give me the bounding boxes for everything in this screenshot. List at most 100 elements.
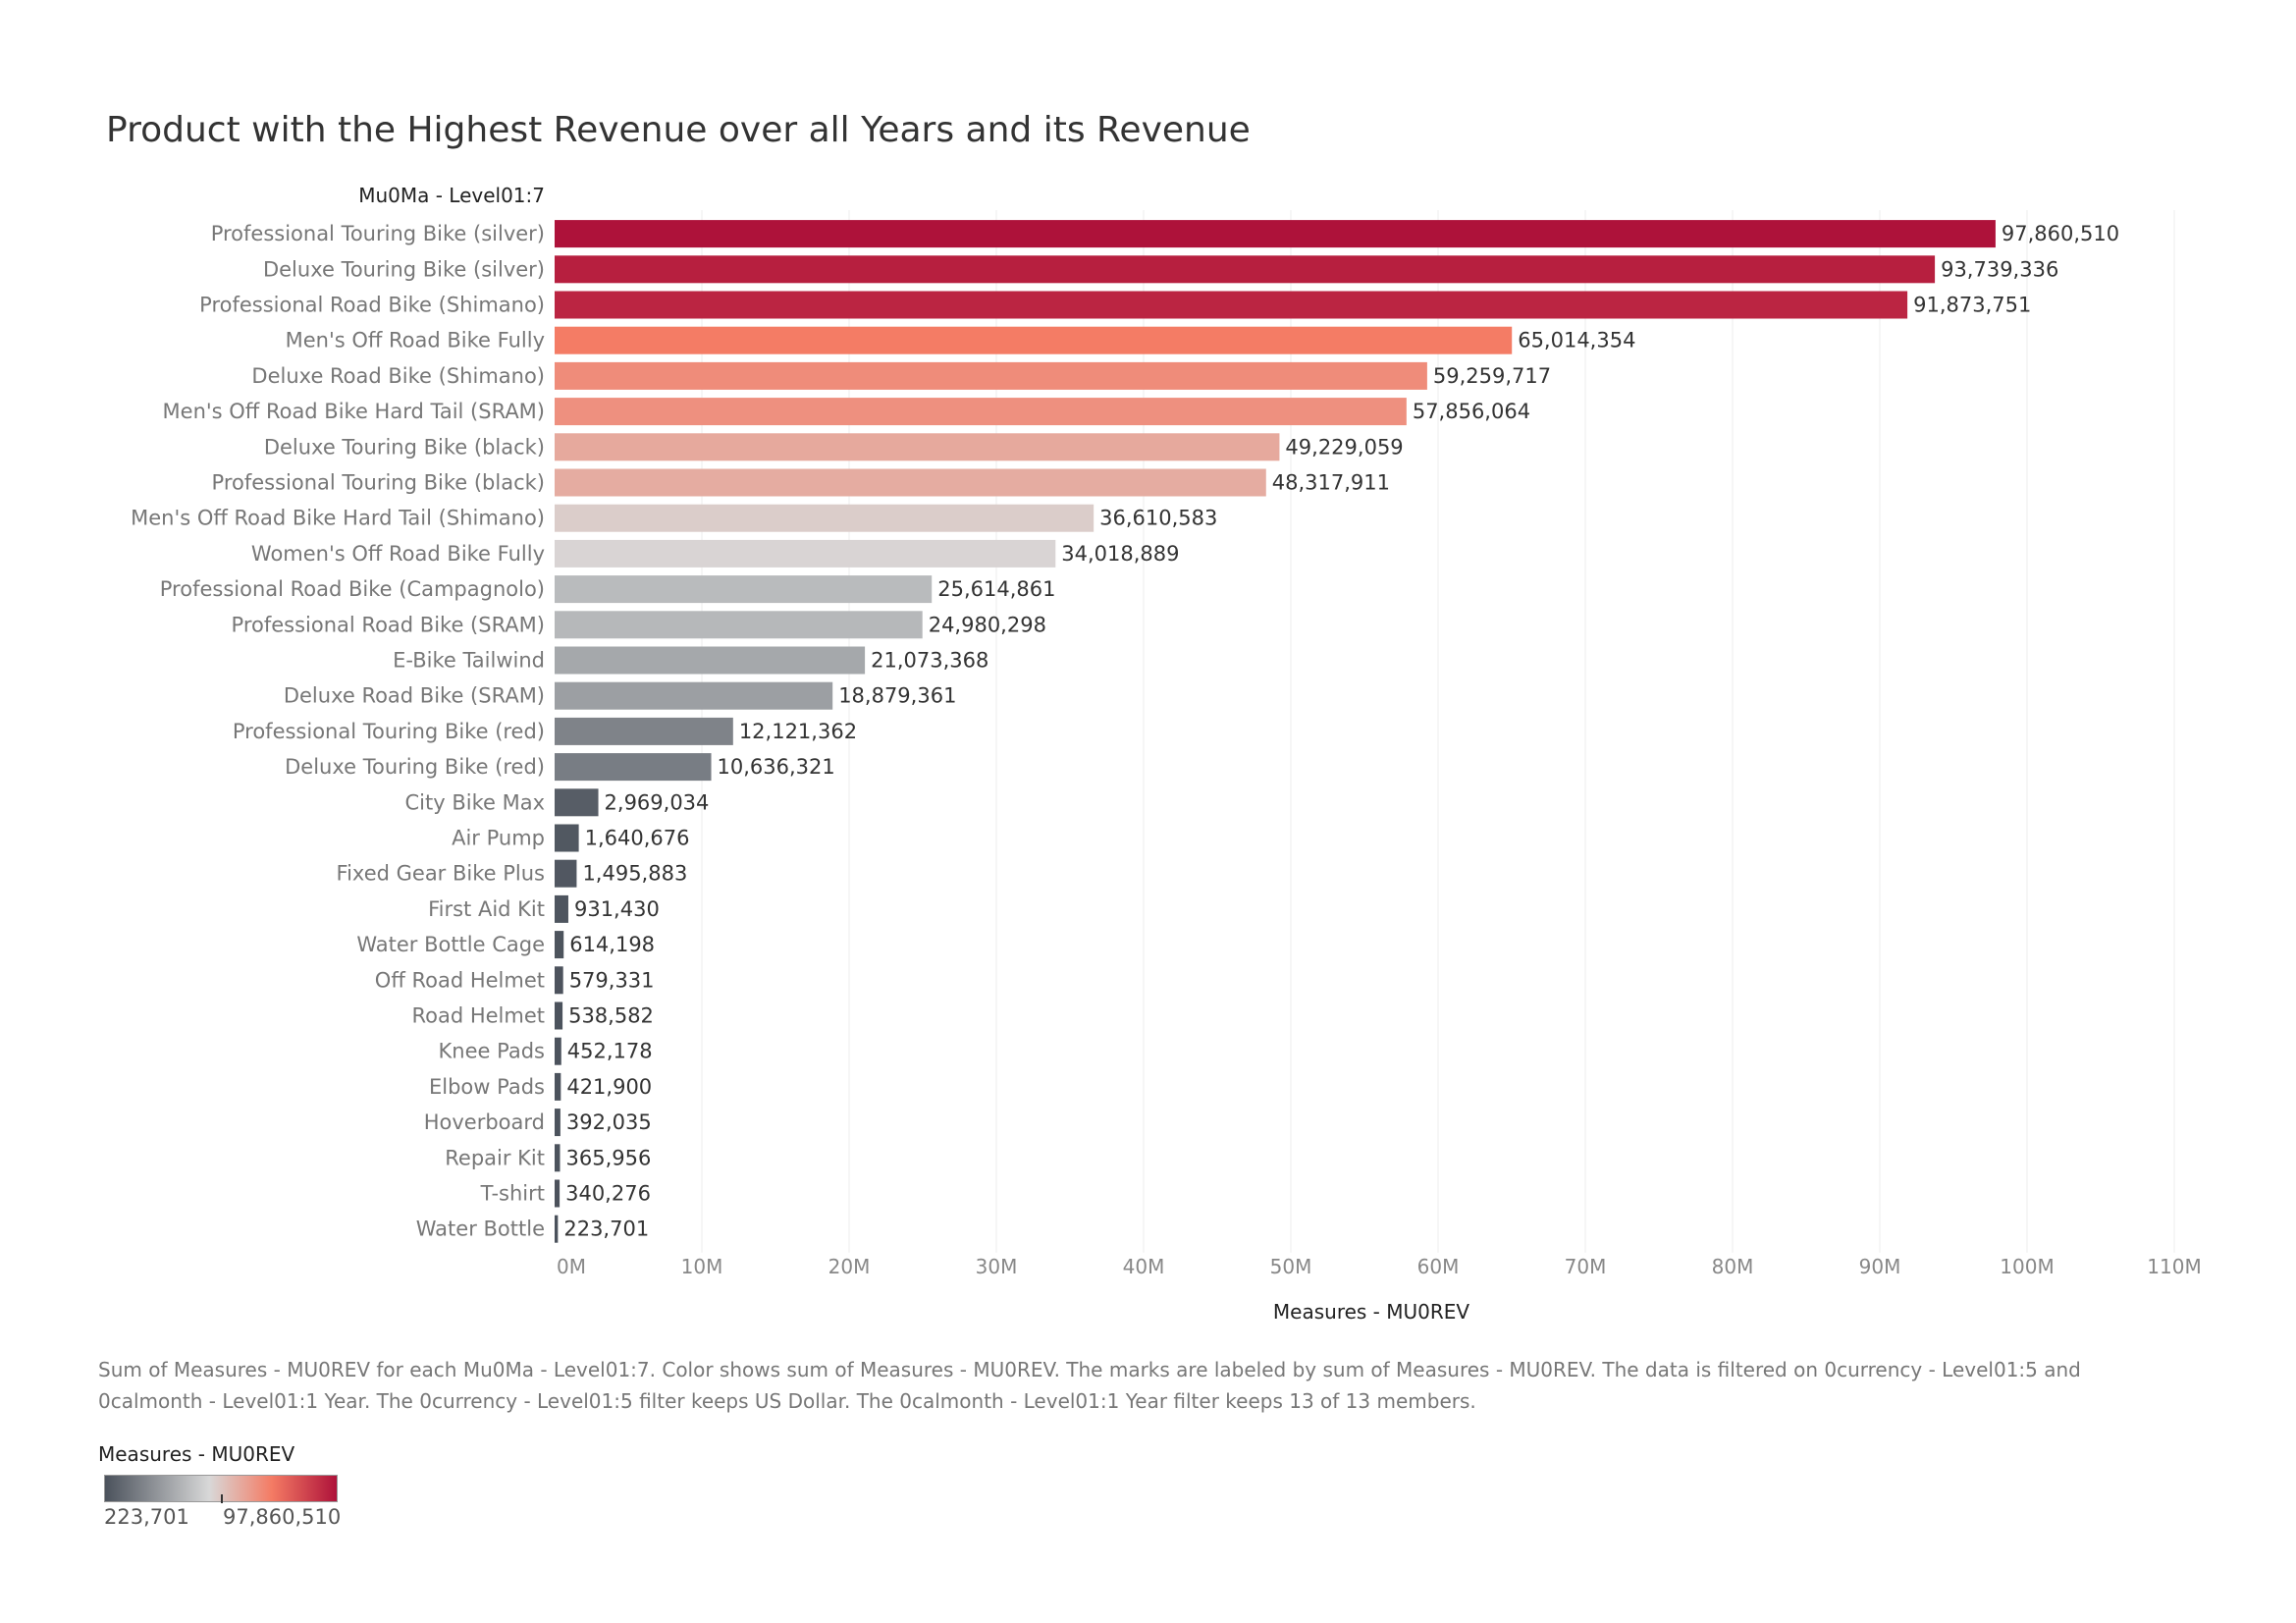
color-legend-max-label: 97,860,510 <box>223 1505 342 1529</box>
data-label: 1,495,883 <box>582 862 687 886</box>
bar <box>555 859 577 888</box>
color-legend-min-label: 223,701 <box>104 1505 189 1529</box>
bar <box>555 433 1280 461</box>
data-label: 614,198 <box>569 933 655 956</box>
category-label: Professional Touring Bike (red) <box>233 720 545 743</box>
data-label: 2,969,034 <box>605 790 710 814</box>
data-label: 223,701 <box>563 1217 649 1241</box>
bar <box>555 646 866 675</box>
category-label: Professional Touring Bike (silver) <box>211 222 545 245</box>
data-label: 24,980,298 <box>929 613 1046 636</box>
bar <box>555 504 1095 532</box>
category-label: Men's Off Road Bike Fully <box>286 329 545 352</box>
color-legend-title: Measures - MU0REV <box>98 1442 295 1466</box>
x-tick-label: 10M <box>681 1255 723 1278</box>
bar <box>555 398 1407 426</box>
chart-caption: Sum of Measures - MU0REV for each Mu0Ma … <box>98 1358 2081 1413</box>
bar <box>555 1072 561 1101</box>
x-tick-label: 60M <box>1417 1255 1460 1278</box>
category-label: Air Pump <box>452 827 545 850</box>
category-label: Deluxe Touring Bike (silver) <box>263 257 545 281</box>
bar <box>555 931 564 959</box>
category-label: Professional Touring Bike (black) <box>212 471 545 495</box>
bar <box>555 291 1908 319</box>
bar <box>555 539 1056 568</box>
data-label: 1,640,676 <box>585 827 690 850</box>
category-label: Professional Road Bike (SRAM) <box>232 613 545 636</box>
x-axis-title: Measures - MU0REV <box>1273 1300 1470 1324</box>
category-label: Professional Road Bike (Shimano) <box>199 294 545 317</box>
category-label: Professional Road Bike (Campagnolo) <box>160 577 545 601</box>
bar <box>555 894 568 923</box>
data-label: 34,018,889 <box>1061 542 1179 566</box>
data-label: 91,873,751 <box>1913 294 2031 317</box>
category-label: Women's Off Road Bike Fully <box>251 542 545 566</box>
category-label: E-Bike Tailwind <box>393 649 545 673</box>
category-label: Water Bottle Cage <box>356 933 545 956</box>
bar <box>555 1144 561 1172</box>
x-tick-label: 30M <box>976 1255 1018 1278</box>
data-label: 59,259,717 <box>1433 364 1551 388</box>
data-label: 12,121,362 <box>739 720 857 743</box>
bar <box>555 326 1513 354</box>
data-label: 18,879,361 <box>838 684 956 708</box>
bar <box>555 361 1427 390</box>
x-tick-label: 40M <box>1123 1255 1165 1278</box>
data-label: 538,582 <box>568 1004 654 1028</box>
color-legend-marker <box>221 1494 223 1503</box>
category-label: Deluxe Road Bike (SRAM) <box>284 684 545 708</box>
x-tick-label: 70M <box>1565 1255 1607 1278</box>
category-label: Hoverboard <box>424 1110 545 1134</box>
data-label: 452,178 <box>567 1040 653 1063</box>
category-label: Deluxe Touring Bike (black) <box>264 435 545 459</box>
data-label: 97,860,510 <box>2002 222 2119 245</box>
bar <box>555 681 833 710</box>
data-label: 21,073,368 <box>871 649 988 673</box>
data-labels: 97,860,510 93,739,336 91,873,751 65,014,354… <box>563 222 2119 1241</box>
data-label: 10,636,321 <box>718 755 835 779</box>
category-label: Water Bottle <box>416 1217 545 1241</box>
category-label: Repair Kit <box>445 1146 545 1169</box>
bar <box>555 1179 561 1208</box>
data-label: 48,317,911 <box>1272 471 1390 495</box>
x-tick-label: 0M <box>557 1255 586 1278</box>
category-label: Knee Pads <box>439 1040 545 1063</box>
x-tick-label: 80M <box>1712 1255 1754 1278</box>
category-label: Road Helmet <box>411 1004 545 1028</box>
bar <box>555 1001 563 1030</box>
data-label: 931,430 <box>574 897 660 921</box>
data-label: 340,276 <box>565 1182 651 1206</box>
category-label: Fixed Gear Bike Plus <box>337 862 545 886</box>
category-label: Elbow Pads <box>429 1075 545 1099</box>
category-label: T-shirt <box>480 1182 545 1206</box>
bar <box>555 717 733 745</box>
category-label: Deluxe Road Bike (Shimano) <box>251 364 545 388</box>
data-label: 36,610,583 <box>1099 507 1217 530</box>
bar <box>555 824 579 852</box>
bar <box>555 611 923 639</box>
x-tick-label: 110M <box>2147 1255 2201 1278</box>
x-tick-labels: 0M 10M 20M 30M 40M 50M 60M 70M 80M 90M 100M 110M <box>557 1255 2202 1278</box>
data-label: 579,331 <box>569 968 655 992</box>
data-label: 57,856,064 <box>1413 400 1530 423</box>
bar <box>555 255 1936 284</box>
category-label: Off Road Helmet <box>375 968 545 992</box>
data-label: 93,739,336 <box>1941 257 2058 281</box>
category-label: City Bike Max <box>405 790 546 814</box>
category-label: First Aid Kit <box>428 897 545 921</box>
bar <box>555 575 933 604</box>
chart-title: Product with the Highest Revenue over al… <box>106 110 1251 150</box>
bar <box>555 1215 559 1243</box>
x-tick-label: 90M <box>1859 1255 1901 1278</box>
x-tick-label: 20M <box>828 1255 871 1278</box>
bar <box>555 788 599 817</box>
data-label: 65,014,354 <box>1518 329 1635 352</box>
category-labels: Professional Touring Bike (silver) Deluxe… <box>131 222 545 1241</box>
bars <box>555 220 1996 1243</box>
bar <box>555 1109 561 1137</box>
bar <box>555 468 1266 497</box>
data-label: 365,956 <box>565 1146 651 1169</box>
bar <box>555 220 1996 248</box>
bar <box>555 1037 561 1065</box>
